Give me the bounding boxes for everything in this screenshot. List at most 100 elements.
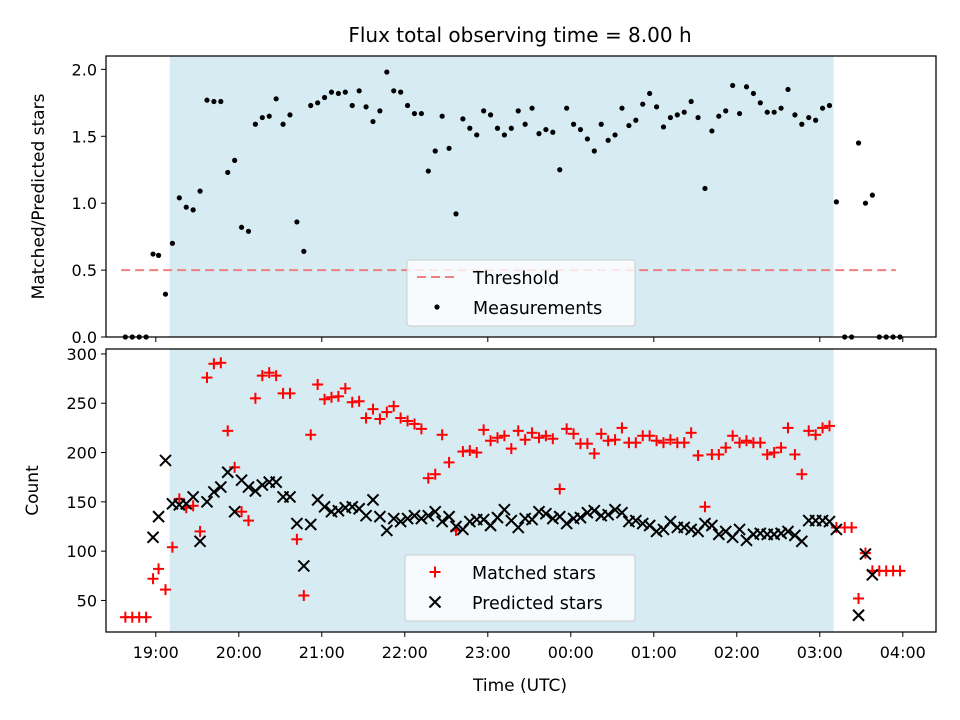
matched-star-point xyxy=(498,430,510,442)
matched-star-point xyxy=(846,521,858,533)
predicted-star-point xyxy=(560,517,573,530)
x-stroke xyxy=(152,510,165,523)
predicted-star-point xyxy=(346,500,359,513)
x-stroke xyxy=(698,517,712,530)
ratio-y-tick-label: 0.5 xyxy=(72,261,97,280)
matched-star-point xyxy=(685,427,697,439)
matched-star-point xyxy=(153,563,165,575)
measurement-point xyxy=(232,157,238,163)
predicted-star-point xyxy=(152,510,165,523)
x-stroke xyxy=(366,493,380,507)
count-y-axis: 50 100 150 200 250 300 xyxy=(66,345,106,610)
predicted-star-point xyxy=(650,525,663,538)
predicted-star-point xyxy=(318,500,331,513)
matched-star-point xyxy=(664,434,676,446)
x-stroke xyxy=(207,485,221,499)
measurement-point xyxy=(577,126,584,133)
ratio-panel: 0.00.51.01.52.0 Matched/Predicted stars … xyxy=(29,55,937,347)
predicted-star-point xyxy=(852,609,865,622)
measurement-point xyxy=(370,118,376,125)
ratio-y-tick-label: 0.0 xyxy=(72,328,97,347)
matched-star-point xyxy=(588,448,600,460)
x-stroke xyxy=(615,506,629,519)
measurement-point xyxy=(640,101,646,107)
measurement-point xyxy=(626,122,632,129)
time-x-tick-label: 21:00 xyxy=(299,643,345,662)
predicted-star-point xyxy=(830,523,843,536)
measurement-point xyxy=(681,109,687,115)
matched-star-point xyxy=(464,445,476,457)
measurement-point xyxy=(280,121,286,127)
matched-star-point xyxy=(298,590,310,602)
matched-star-point xyxy=(256,370,268,382)
measurement-point xyxy=(155,252,162,258)
matched-star-point xyxy=(429,468,441,480)
x-stroke xyxy=(553,510,566,523)
x-stroke xyxy=(705,519,719,532)
predicted-star-point xyxy=(546,512,560,525)
matched-star-point xyxy=(443,456,455,468)
predicted-star-point xyxy=(387,512,400,525)
matched-star-point xyxy=(692,449,704,461)
measurement-point xyxy=(404,102,411,109)
predicted-star-point xyxy=(532,505,546,518)
measurement-point xyxy=(446,145,452,151)
count-y-tick-label: 200 xyxy=(66,444,97,463)
measurement-point xyxy=(723,108,729,114)
x-stroke xyxy=(387,512,400,525)
matched-star-point xyxy=(782,422,794,434)
measurement-point xyxy=(806,114,812,121)
x-stroke xyxy=(719,525,732,538)
x-stroke xyxy=(442,510,456,523)
measurement-point xyxy=(391,88,397,94)
measurement-point xyxy=(501,132,507,138)
predicted-star-point xyxy=(684,523,698,536)
count-legend-box xyxy=(404,554,636,622)
time-x-tick-label: 04:00 xyxy=(880,643,926,662)
measurement-point xyxy=(150,251,156,257)
x-stroke xyxy=(774,527,788,540)
matched-star-point xyxy=(512,425,524,437)
x-stroke xyxy=(415,512,428,525)
measurement-point xyxy=(819,105,826,111)
predicted-star-point xyxy=(733,523,746,536)
measurement-point xyxy=(308,102,314,109)
measurements-series xyxy=(122,69,903,340)
matched-star-point xyxy=(173,493,185,505)
x-stroke xyxy=(636,517,649,530)
measurement-point xyxy=(813,117,819,123)
matched-star-point xyxy=(894,565,906,577)
x-stroke xyxy=(539,507,553,520)
predicted-star-point xyxy=(366,493,380,507)
count-legend: Matched stars Predicted stars xyxy=(404,554,636,622)
x-stroke xyxy=(228,505,241,518)
measurement-point xyxy=(481,108,487,114)
x-stroke xyxy=(394,515,407,528)
measurement-point xyxy=(730,82,736,89)
time-x-tick-label: 23:00 xyxy=(465,643,511,662)
measurement-point xyxy=(321,94,328,101)
x-stroke xyxy=(193,535,207,548)
measurement-point xyxy=(702,185,708,192)
x-stroke xyxy=(795,535,809,548)
matched-star-point xyxy=(147,573,159,585)
measurement-point xyxy=(211,98,217,105)
matched-star-point xyxy=(727,430,739,442)
x-stroke xyxy=(650,525,663,538)
measurement-point xyxy=(294,219,300,225)
matched-star-point xyxy=(229,461,241,473)
x-stroke xyxy=(477,513,490,526)
measurement-point xyxy=(439,113,445,119)
matched-star-point xyxy=(201,372,213,384)
matched-star-point xyxy=(519,434,531,446)
matched-star-point xyxy=(678,437,690,449)
x-stroke xyxy=(311,493,324,507)
matched-star-point xyxy=(140,611,152,623)
x-stroke xyxy=(859,547,872,561)
matched-star-point xyxy=(388,400,400,412)
measurement-point xyxy=(342,89,348,95)
measurement-point xyxy=(709,128,715,134)
x-stroke xyxy=(428,595,442,609)
count-y-tick-label: 100 xyxy=(66,542,97,561)
time-x-tick-label: 03:00 xyxy=(797,643,843,662)
